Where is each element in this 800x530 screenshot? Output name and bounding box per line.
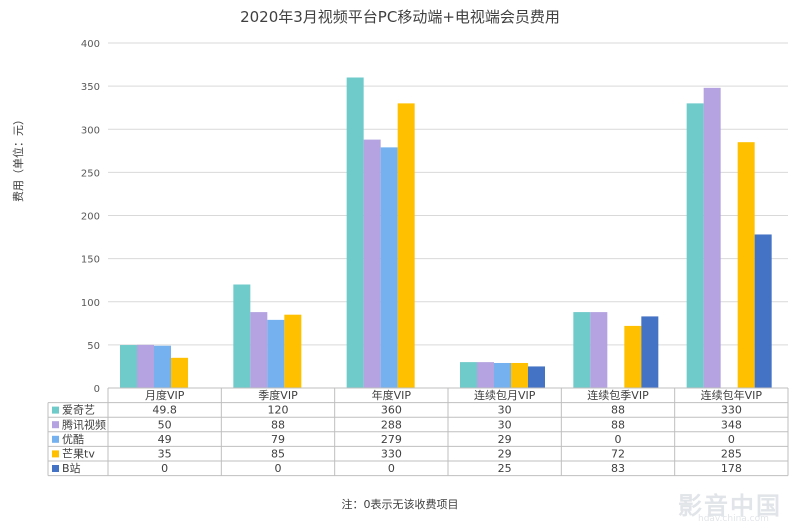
data-label: 49.8 — [152, 404, 177, 417]
bar-爱奇艺-连续包年VIP — [686, 103, 704, 388]
bar-腾讯视频-连续包年VIP — [703, 87, 721, 388]
data-label: 83 — [611, 462, 625, 475]
y-axis-label: 费用（单位：元） — [11, 114, 25, 202]
legend-series-name: 腾讯视频 — [62, 417, 106, 431]
bar-腾讯视频-季度VIP — [250, 312, 268, 388]
y-tick-label: 300 — [81, 125, 100, 136]
bar-爱奇艺-月度VIP — [120, 345, 137, 388]
data-label: 29 — [498, 448, 512, 461]
bar-优酷-季度VIP — [267, 319, 285, 388]
bar-腾讯视频-连续包月VIP — [477, 362, 494, 388]
data-label: 0 — [728, 433, 735, 446]
legend-key-腾讯视频 — [52, 421, 59, 429]
bar-芒果tv-连续包年VIP — [737, 142, 755, 388]
y-tick-label: 400 — [81, 39, 100, 50]
legend-key-B站 — [52, 465, 59, 472]
data-label: 285 — [721, 448, 742, 461]
y-tick-label: 100 — [81, 298, 100, 309]
data-label: 25 — [498, 462, 512, 475]
bar-腾讯视频-月度VIP — [137, 344, 154, 388]
y-tick-label: 250 — [81, 168, 100, 179]
bar-爱奇艺-连续包月VIP — [460, 362, 477, 388]
data-label: 88 — [271, 418, 285, 431]
legend-key-优酷 — [52, 435, 59, 443]
data-label: 0 — [275, 462, 282, 475]
data-label: 50 — [158, 418, 172, 431]
data-label: 288 — [381, 418, 402, 431]
bar-爱奇艺-年度VIP — [346, 77, 364, 388]
bar-优酷-月度VIP — [154, 345, 171, 388]
data-label: 85 — [271, 448, 285, 461]
data-label: 0 — [388, 462, 395, 475]
bar-B站-连续包年VIP — [754, 234, 772, 388]
y-tick-label: 0 — [94, 384, 100, 395]
bar-B站-连续包季VIP — [641, 316, 659, 388]
x-category-label: 连续包年VIP — [701, 388, 763, 402]
x-category-label: 年度VIP — [372, 388, 412, 402]
data-label: 120 — [268, 404, 289, 417]
data-label: 35 — [158, 448, 172, 461]
legend-series-name: 芒果tv — [62, 448, 95, 461]
y-tick-label: 350 — [81, 82, 100, 93]
bar-优酷-年度VIP — [380, 147, 398, 388]
y-tick-label: 200 — [81, 212, 100, 223]
data-label: 178 — [721, 462, 742, 475]
data-label: 330 — [721, 404, 742, 417]
x-category-label: 季度VIP — [258, 388, 298, 402]
data-label: 30 — [498, 404, 512, 417]
chart-title: 2020年3月视频平台PC移动端+电视端会员费用 — [240, 8, 560, 26]
y-tick-label: 150 — [81, 255, 100, 266]
chart-note: 注：0表示无该收费项目 — [342, 497, 459, 511]
bar-腾讯视频-连续包季VIP — [590, 312, 608, 388]
legend-series-name: B站 — [62, 461, 81, 475]
bar-芒果tv-连续包月VIP — [511, 362, 528, 388]
legend-key-爱奇艺 — [52, 406, 59, 414]
legend-series-name: 爱奇艺 — [62, 404, 95, 417]
data-label: 360 — [381, 404, 402, 417]
data-label: 79 — [271, 433, 285, 446]
bar-优酷-连续包月VIP — [494, 362, 511, 388]
data-label: 29 — [498, 433, 512, 446]
bar-B站-连续包月VIP — [528, 366, 545, 388]
x-category-label: 月度VIP — [145, 388, 185, 402]
watermark-main: 影音中国 — [678, 492, 782, 520]
watermark-sub: hdav.china.com — [698, 514, 769, 524]
watermark-logo: 影音中国 hdav.china.com — [678, 486, 796, 526]
bar-芒果tv-季度VIP — [284, 314, 302, 388]
data-label: 30 — [498, 418, 512, 431]
x-category-label: 连续包季VIP — [587, 388, 649, 402]
y-tick-label: 50 — [87, 341, 100, 352]
data-label: 348 — [721, 418, 742, 431]
data-label: 0 — [161, 462, 168, 475]
data-label: 49 — [158, 433, 172, 446]
bar-腾讯视频-年度VIP — [363, 139, 381, 388]
legend-series-name: 优酷 — [62, 433, 84, 446]
bar-爱奇艺-季度VIP — [233, 284, 251, 388]
data-label: 0 — [615, 433, 622, 446]
bar-芒果tv-年度VIP — [397, 103, 415, 388]
data-label: 88 — [611, 404, 625, 417]
legend-key-芒果tv — [52, 450, 59, 458]
data-label: 279 — [381, 433, 402, 446]
bar-爱奇艺-连续包季VIP — [573, 312, 591, 388]
bar-芒果tv-连续包季VIP — [624, 325, 642, 388]
bar-芒果tv-月度VIP — [171, 357, 188, 388]
data-label: 72 — [611, 448, 625, 461]
x-category-label: 连续包月VIP — [474, 388, 536, 402]
data-label: 88 — [611, 418, 625, 431]
data-label: 330 — [381, 448, 402, 461]
